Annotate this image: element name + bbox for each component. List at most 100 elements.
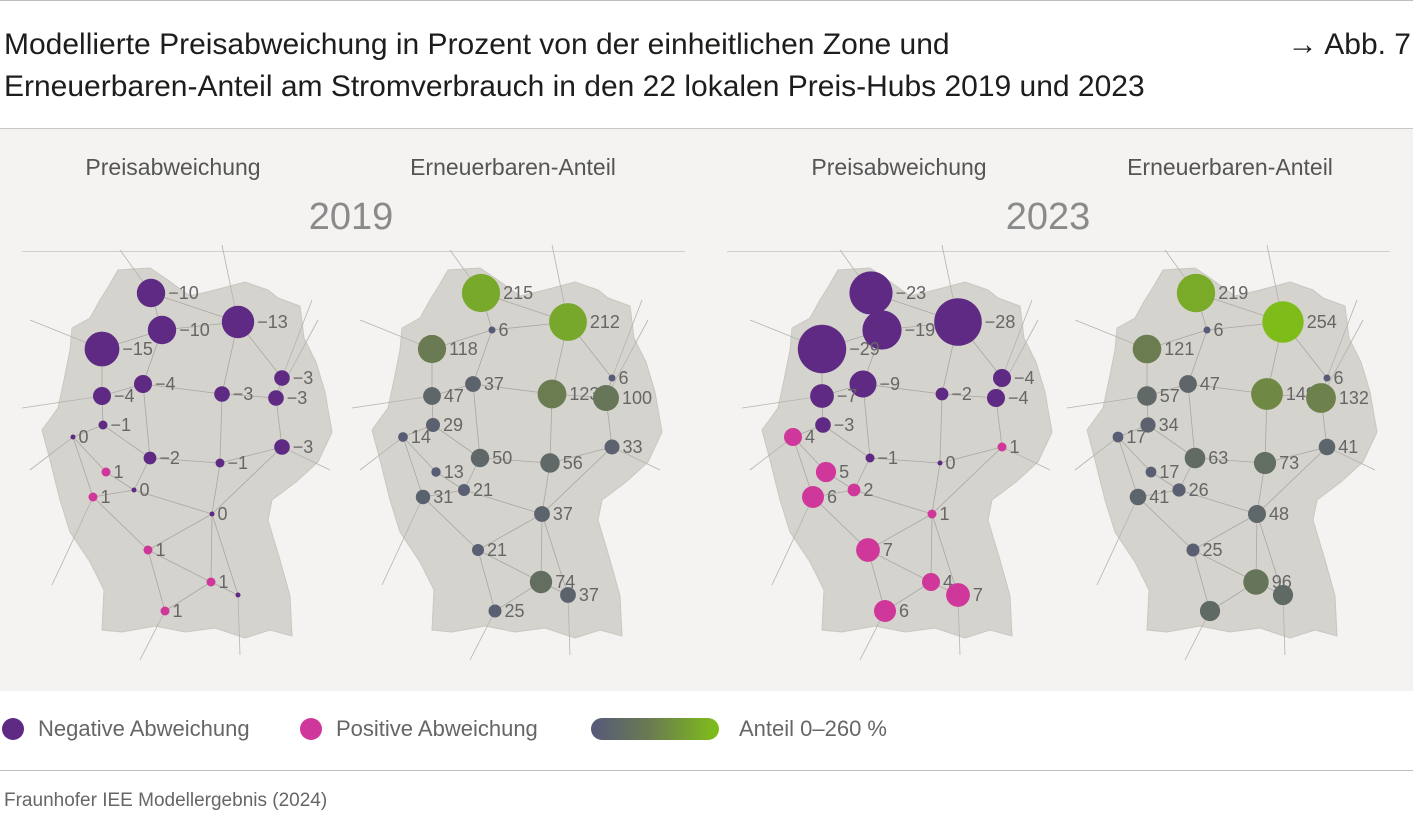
figure-reference-link[interactable]: → Abb. 7 [1287, 28, 1411, 61]
hub-boundary-line [211, 446, 283, 515]
figure-title: Modellierte Preisabweichung in Prozent v… [4, 24, 1145, 108]
hub-bubble-18 [1248, 505, 1266, 523]
hub-value-label-18: 0 [218, 504, 228, 524]
hub-bubble-11 [470, 448, 490, 468]
hub-bubble-7 [214, 386, 230, 402]
hub-boundary-line [142, 383, 151, 459]
legend-positive: Positive Abweichung [300, 716, 538, 742]
hub-boundary-line [142, 383, 223, 395]
hub-bubble-15 [815, 461, 837, 483]
hub-bubble-3 [221, 305, 255, 339]
hub-boundary-line [869, 457, 941, 464]
hub-value-label-8: −4 [1014, 368, 1035, 388]
hub-boundary-line [432, 424, 481, 459]
hub-boundary-line [219, 393, 223, 464]
hub-value-label-11: 50 [492, 448, 512, 468]
hub-boundary-line [72, 424, 104, 438]
hub-bubble-11 [143, 451, 157, 465]
hub-bubble-7 [537, 379, 567, 409]
legend-negative: Negative Abweichung [2, 716, 250, 742]
hub-value-label-15: 1 [114, 462, 124, 482]
hub-boundary-line [139, 610, 166, 661]
hub-bubble-12 [540, 453, 560, 473]
hub-bubble-21 [488, 604, 502, 618]
hub-boundary-line [281, 299, 313, 379]
hub-boundary-line [931, 462, 941, 515]
hub-bubble-10 [1140, 417, 1156, 433]
legend-negative-dot [2, 718, 24, 740]
hub-value-label-2: 6 [499, 320, 509, 340]
hub-bubble-2 [1203, 326, 1211, 334]
hub-value-label-18: 1 [940, 504, 950, 524]
hub-bubble-14 [70, 434, 76, 440]
hub-value-label-18: 48 [1269, 504, 1289, 524]
hub-boundary-line [1194, 457, 1266, 464]
hub-value-label-10: −3 [834, 415, 855, 435]
legend-share-gradient [591, 718, 719, 740]
hub-value-label-15: 17 [1159, 462, 1179, 482]
hub-bubble-3 [1262, 301, 1304, 343]
hub-value-label-4: 118 [449, 339, 478, 359]
hub-boundary-line [1137, 496, 1194, 551]
hub-value-label-21: 1 [173, 601, 183, 621]
hub-value-label-10: 34 [1159, 415, 1179, 435]
hub-boundary-line [741, 395, 823, 409]
hub-value-label-3: −28 [985, 312, 1016, 332]
year-rule-2023 [727, 251, 1390, 252]
hub-bubble-16 [847, 483, 861, 497]
hub-bubble-1 [136, 278, 166, 308]
hub-value-label-8: −3 [293, 368, 314, 388]
hub-value-label-15: 13 [444, 462, 464, 482]
hub-bubble-2 [147, 315, 177, 345]
hub-value-label-7: −3 [233, 384, 254, 404]
hub-boundary-line [281, 446, 331, 471]
legend-positive-dot [300, 718, 322, 740]
hub-boundary-line [1192, 549, 1211, 612]
hub-bubble-5 [134, 375, 152, 393]
hub-bubble-4 [1132, 334, 1162, 364]
germany-outline [1086, 267, 1378, 639]
hub-value-label-5: −9 [880, 374, 901, 394]
hub-value-label-5: 37 [484, 374, 504, 394]
hub-value-label-4: −29 [849, 339, 880, 359]
hub-value-label-1: −10 [168, 283, 199, 303]
hub-value-label-14: 0 [79, 427, 89, 447]
hub-value-label-9: 100 [622, 388, 652, 408]
hub-value-label-17: 41 [1149, 487, 1169, 507]
hub-bubble-11 [865, 453, 875, 463]
hub-boundary-line [147, 549, 212, 583]
hub-boundary-line [147, 549, 166, 612]
hub-boundary-line [210, 513, 213, 583]
hub-boundary-line [749, 436, 794, 471]
hub-bubble-21 [1199, 600, 1221, 622]
hub-value-label-13: 33 [623, 437, 643, 457]
hub-bubble-12 [937, 460, 943, 466]
hub-boundary-line [822, 424, 871, 459]
hub-bubble-7 [935, 387, 949, 401]
hub-boundary-line [147, 513, 213, 551]
col-head-renewable-2019: Erneuerbaren-Anteil [410, 154, 616, 180]
hub-boundary-line [92, 489, 135, 498]
hub-boundary-line [611, 446, 661, 471]
hub-bubble-11 [1184, 447, 1206, 469]
hub-bubble-2 [488, 326, 496, 334]
hub-bubble-4 [417, 334, 447, 364]
hub-boundary-line [1326, 299, 1358, 379]
hub-bubble-13 [604, 439, 620, 455]
hub-boundary-line [1096, 496, 1139, 586]
hub-boundary-line [931, 513, 959, 596]
hub-bubble-9 [268, 390, 284, 406]
hub-value-label-8: 6 [619, 368, 629, 388]
hub-bubble-22 [560, 587, 576, 603]
legend-share: Anteil 0–260 % [591, 716, 887, 742]
hub-bubble-5 [849, 370, 877, 398]
hub-boundary-line [1178, 489, 1258, 515]
hub-bubble-19 [856, 538, 880, 562]
hub-boundary-line [472, 329, 493, 385]
hub-boundary-line [1066, 395, 1148, 409]
hub-bubble-20 [922, 573, 940, 591]
hub-bubble-20 [529, 570, 553, 594]
hub-boundary-line [469, 610, 496, 661]
hub-boundary-line [1001, 299, 1033, 379]
